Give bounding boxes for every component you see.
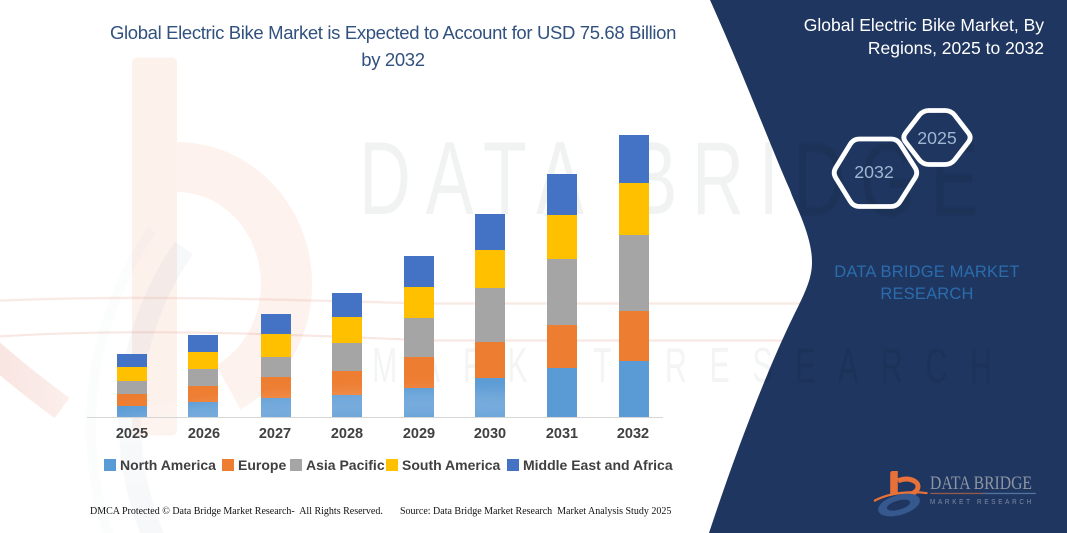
svg-text:DATA BRIDGE: DATA BRIDGE xyxy=(930,474,1032,494)
svg-text:MARKET RESEARCH: MARKET RESEARCH xyxy=(930,499,1034,506)
